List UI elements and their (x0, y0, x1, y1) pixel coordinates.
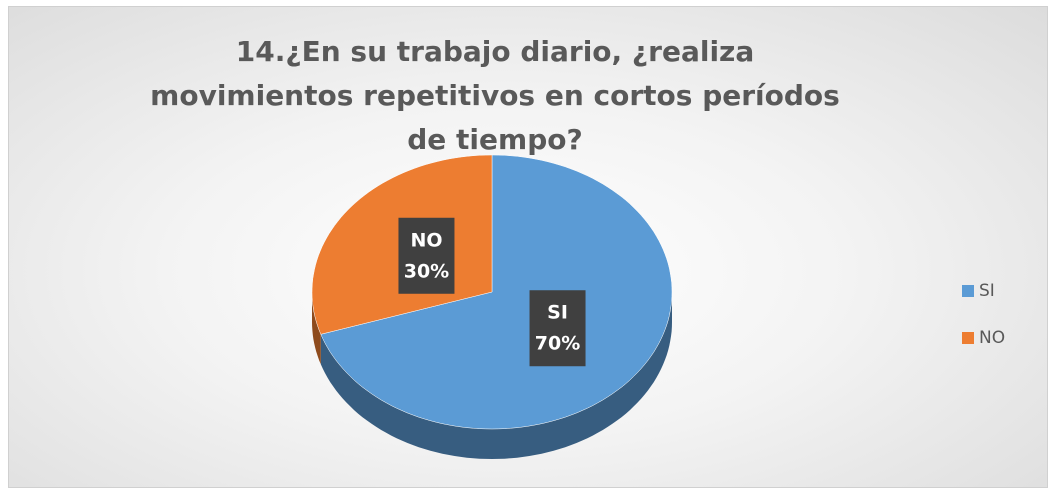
data-label-value: 30% (404, 260, 449, 282)
data-label-category: NO (410, 229, 442, 251)
legend-label: NO (979, 328, 1005, 348)
data-label-box (398, 217, 455, 294)
data-label-category: SI (547, 302, 568, 324)
chart-title: 14.¿En su trabajo diario, ¿realiza movim… (150, 35, 840, 156)
legend-swatch (962, 285, 974, 297)
legend-swatch (962, 332, 974, 344)
pie-slice-side (312, 292, 321, 365)
pie-slice-side (320, 292, 672, 459)
data-label-value: 70% (535, 333, 580, 355)
data-label-box (529, 290, 586, 367)
legend-label: SI (979, 281, 995, 301)
